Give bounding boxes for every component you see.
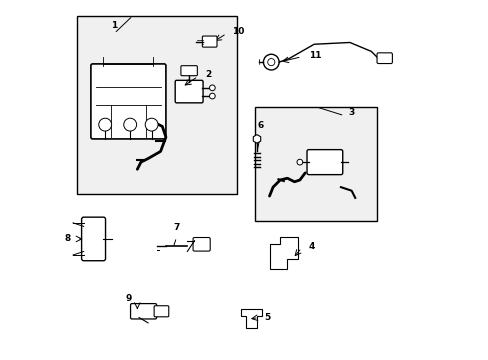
Polygon shape [241,309,262,328]
Circle shape [209,85,215,91]
Text: 8: 8 [65,234,71,243]
Text: 7: 7 [173,223,180,232]
Polygon shape [253,135,260,143]
Circle shape [145,118,158,131]
Polygon shape [269,237,298,269]
Circle shape [267,59,274,66]
Text: 1: 1 [111,21,117,30]
Bar [77,16,237,194]
Circle shape [263,54,279,70]
Circle shape [99,118,111,131]
FancyBboxPatch shape [81,217,105,261]
Text: 10: 10 [231,27,244,36]
FancyBboxPatch shape [130,303,156,319]
Text: 9: 9 [125,294,132,303]
Text: 3: 3 [347,108,354,117]
Text: 5: 5 [264,313,270,322]
FancyBboxPatch shape [202,36,217,47]
Text: 4: 4 [308,242,315,251]
Bar [255,107,376,221]
FancyBboxPatch shape [175,80,203,103]
Text: 6: 6 [257,121,263,130]
Circle shape [209,93,215,99]
FancyBboxPatch shape [181,66,197,76]
Circle shape [296,159,302,165]
FancyBboxPatch shape [376,53,391,64]
FancyBboxPatch shape [193,238,210,251]
Text: 11: 11 [308,51,321,60]
FancyBboxPatch shape [306,150,342,175]
FancyBboxPatch shape [91,64,165,139]
FancyBboxPatch shape [154,306,168,317]
Text: 2: 2 [205,70,211,79]
Circle shape [123,118,136,131]
